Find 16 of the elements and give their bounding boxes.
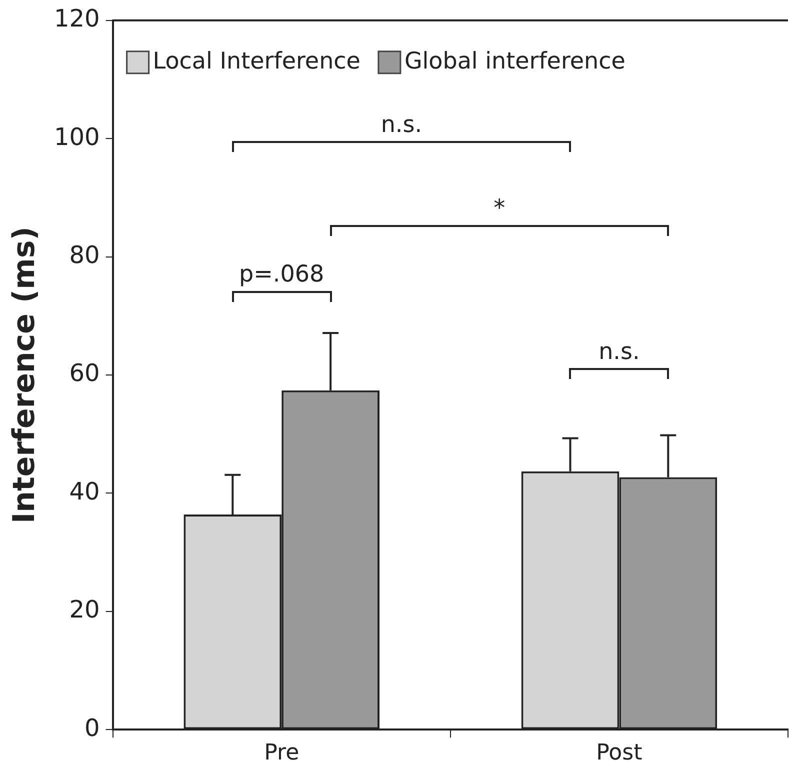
annotation: p=.068 [239,261,324,288]
x-tick-label: Post [596,740,643,766]
annotation: * [494,196,506,222]
y-tick-label: 120 [54,4,100,33]
annotation: n.s. [598,338,640,365]
y-tick-label: 40 [69,477,100,506]
legend-label: Local Interference [152,48,360,74]
annotation: n.s. [380,112,422,138]
y-tick-label: 100 [54,122,100,151]
y-tick-label: 0 [84,714,100,742]
y-tick-label: 20 [69,596,100,624]
x-tick-label: Pre [264,740,300,766]
y-axis-title: Interference (ms) [6,226,42,524]
legend-label: Global interference [404,48,626,74]
y-tick-label: 80 [69,241,100,270]
y-tick-label: 60 [69,359,100,388]
